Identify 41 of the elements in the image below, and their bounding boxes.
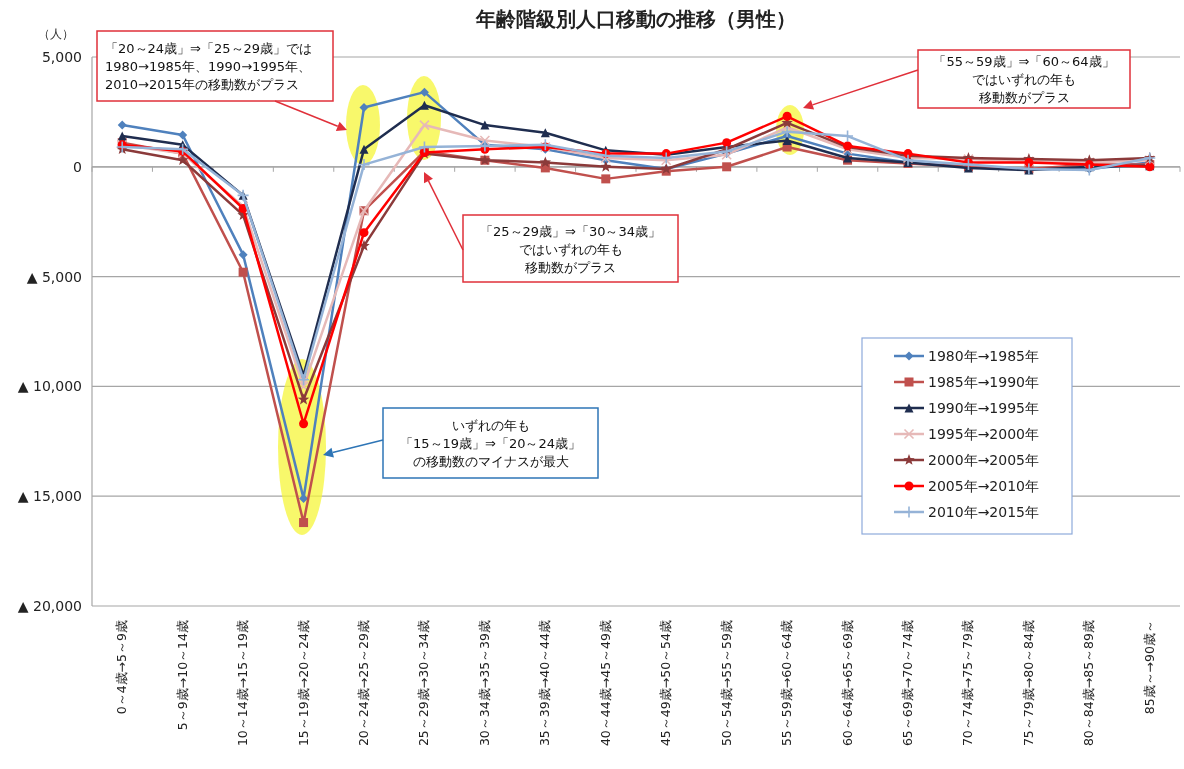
- x-tick-label: 50～54歳→55～59歳: [718, 620, 734, 747]
- chart-title: 年齢階級別人口移動の推移（男性）: [475, 7, 796, 31]
- x-tick-label: 60～64歳→65～69歳: [839, 620, 855, 747]
- x-tick-label: 55～59歳→60～64歳: [779, 620, 795, 747]
- x-tick-label: 30～34歳→35～39歳: [476, 620, 492, 747]
- legend-label: 1990年→1995年: [928, 400, 1039, 416]
- x-tick-label: 5～9歳→10～14歳: [174, 620, 190, 731]
- annotation: いずれの年も「15～19歳」⇒「20～24歳」の移動数のマイナスが最大: [399, 418, 582, 469]
- y-axis-title: （人）: [38, 27, 74, 41]
- x-tick-label: 10～14歳→15～19歳: [235, 620, 251, 747]
- x-tick-label: 70～74歳→75～79歳: [960, 620, 976, 747]
- x-tick-label: 80～84歳→85～89歳: [1081, 620, 1097, 747]
- legend-label: 1995年→2000年: [928, 426, 1039, 442]
- legend-label: 2005年→2010年: [928, 478, 1039, 494]
- y-tick-label: ▲ 10,000: [17, 378, 82, 395]
- y-tick-label: 0: [73, 158, 82, 175]
- x-tick-label: 35～39歳→40～44歳: [537, 620, 553, 747]
- x-tick-label: 0～4歳→5～9歳: [114, 620, 130, 715]
- y-tick-label: ▲ 15,000: [17, 488, 82, 505]
- legend-label: 1980年→1985年: [928, 348, 1039, 364]
- y-tick-label: ▲ 20,000: [17, 598, 82, 614]
- x-tick-label: 25～29歳→30～34歳: [416, 620, 432, 747]
- annotation: いずれの年も「15～19歳」⇒「20～24歳」の移動数のマイナスが最大: [382, 407, 599, 479]
- x-tick-label: 15～19歳→20～24歳: [295, 620, 311, 747]
- x-tick-label: 20～24歳→25～29歳: [356, 620, 371, 747]
- x-tick-label: 45～49歳→50～54歳: [658, 620, 674, 747]
- annotation: 「55～59歳」⇒「60～64歳」ではいずれの年も移動数がプラス: [933, 54, 1115, 105]
- annotation: 「25～29歳」⇒「30～34歳」ではいずれの年も移動数がプラス: [462, 214, 679, 283]
- x-tick-label: 75～79歳→80～84歳: [1020, 620, 1036, 747]
- annotation: 「25～29歳」⇒「30～34歳」ではいずれの年も移動数がプラス: [479, 223, 662, 275]
- legend-label: 2000年→2005年: [928, 452, 1039, 468]
- legend-label: 2010年→2015年: [928, 504, 1039, 520]
- annotation: 「55～59歳」⇒「60～64歳」ではいずれの年も移動数がプラス: [917, 49, 1131, 109]
- legend-label: 1985年→1990年: [928, 374, 1039, 390]
- annotation: 「20～24歳」⇒「25～29歳」では1980→1985年、1990→1995年、2010→2015年の移動数がプラス: [105, 41, 313, 92]
- y-tick-label: ▲ 5,000: [26, 268, 82, 285]
- x-tick-label: 40～44歳→45～49歳: [597, 620, 613, 747]
- x-tick-label: 85歳～→90歳～: [1141, 620, 1157, 715]
- annotation: 「20～24歳」⇒「25～29歳」では1980→1985年、1990→1995年、2010→2015年の移動数がプラス: [96, 30, 334, 102]
- x-tick-label: 65～69歳→70～74歳: [900, 620, 915, 747]
- y-tick-label: 5,000: [41, 49, 82, 65]
